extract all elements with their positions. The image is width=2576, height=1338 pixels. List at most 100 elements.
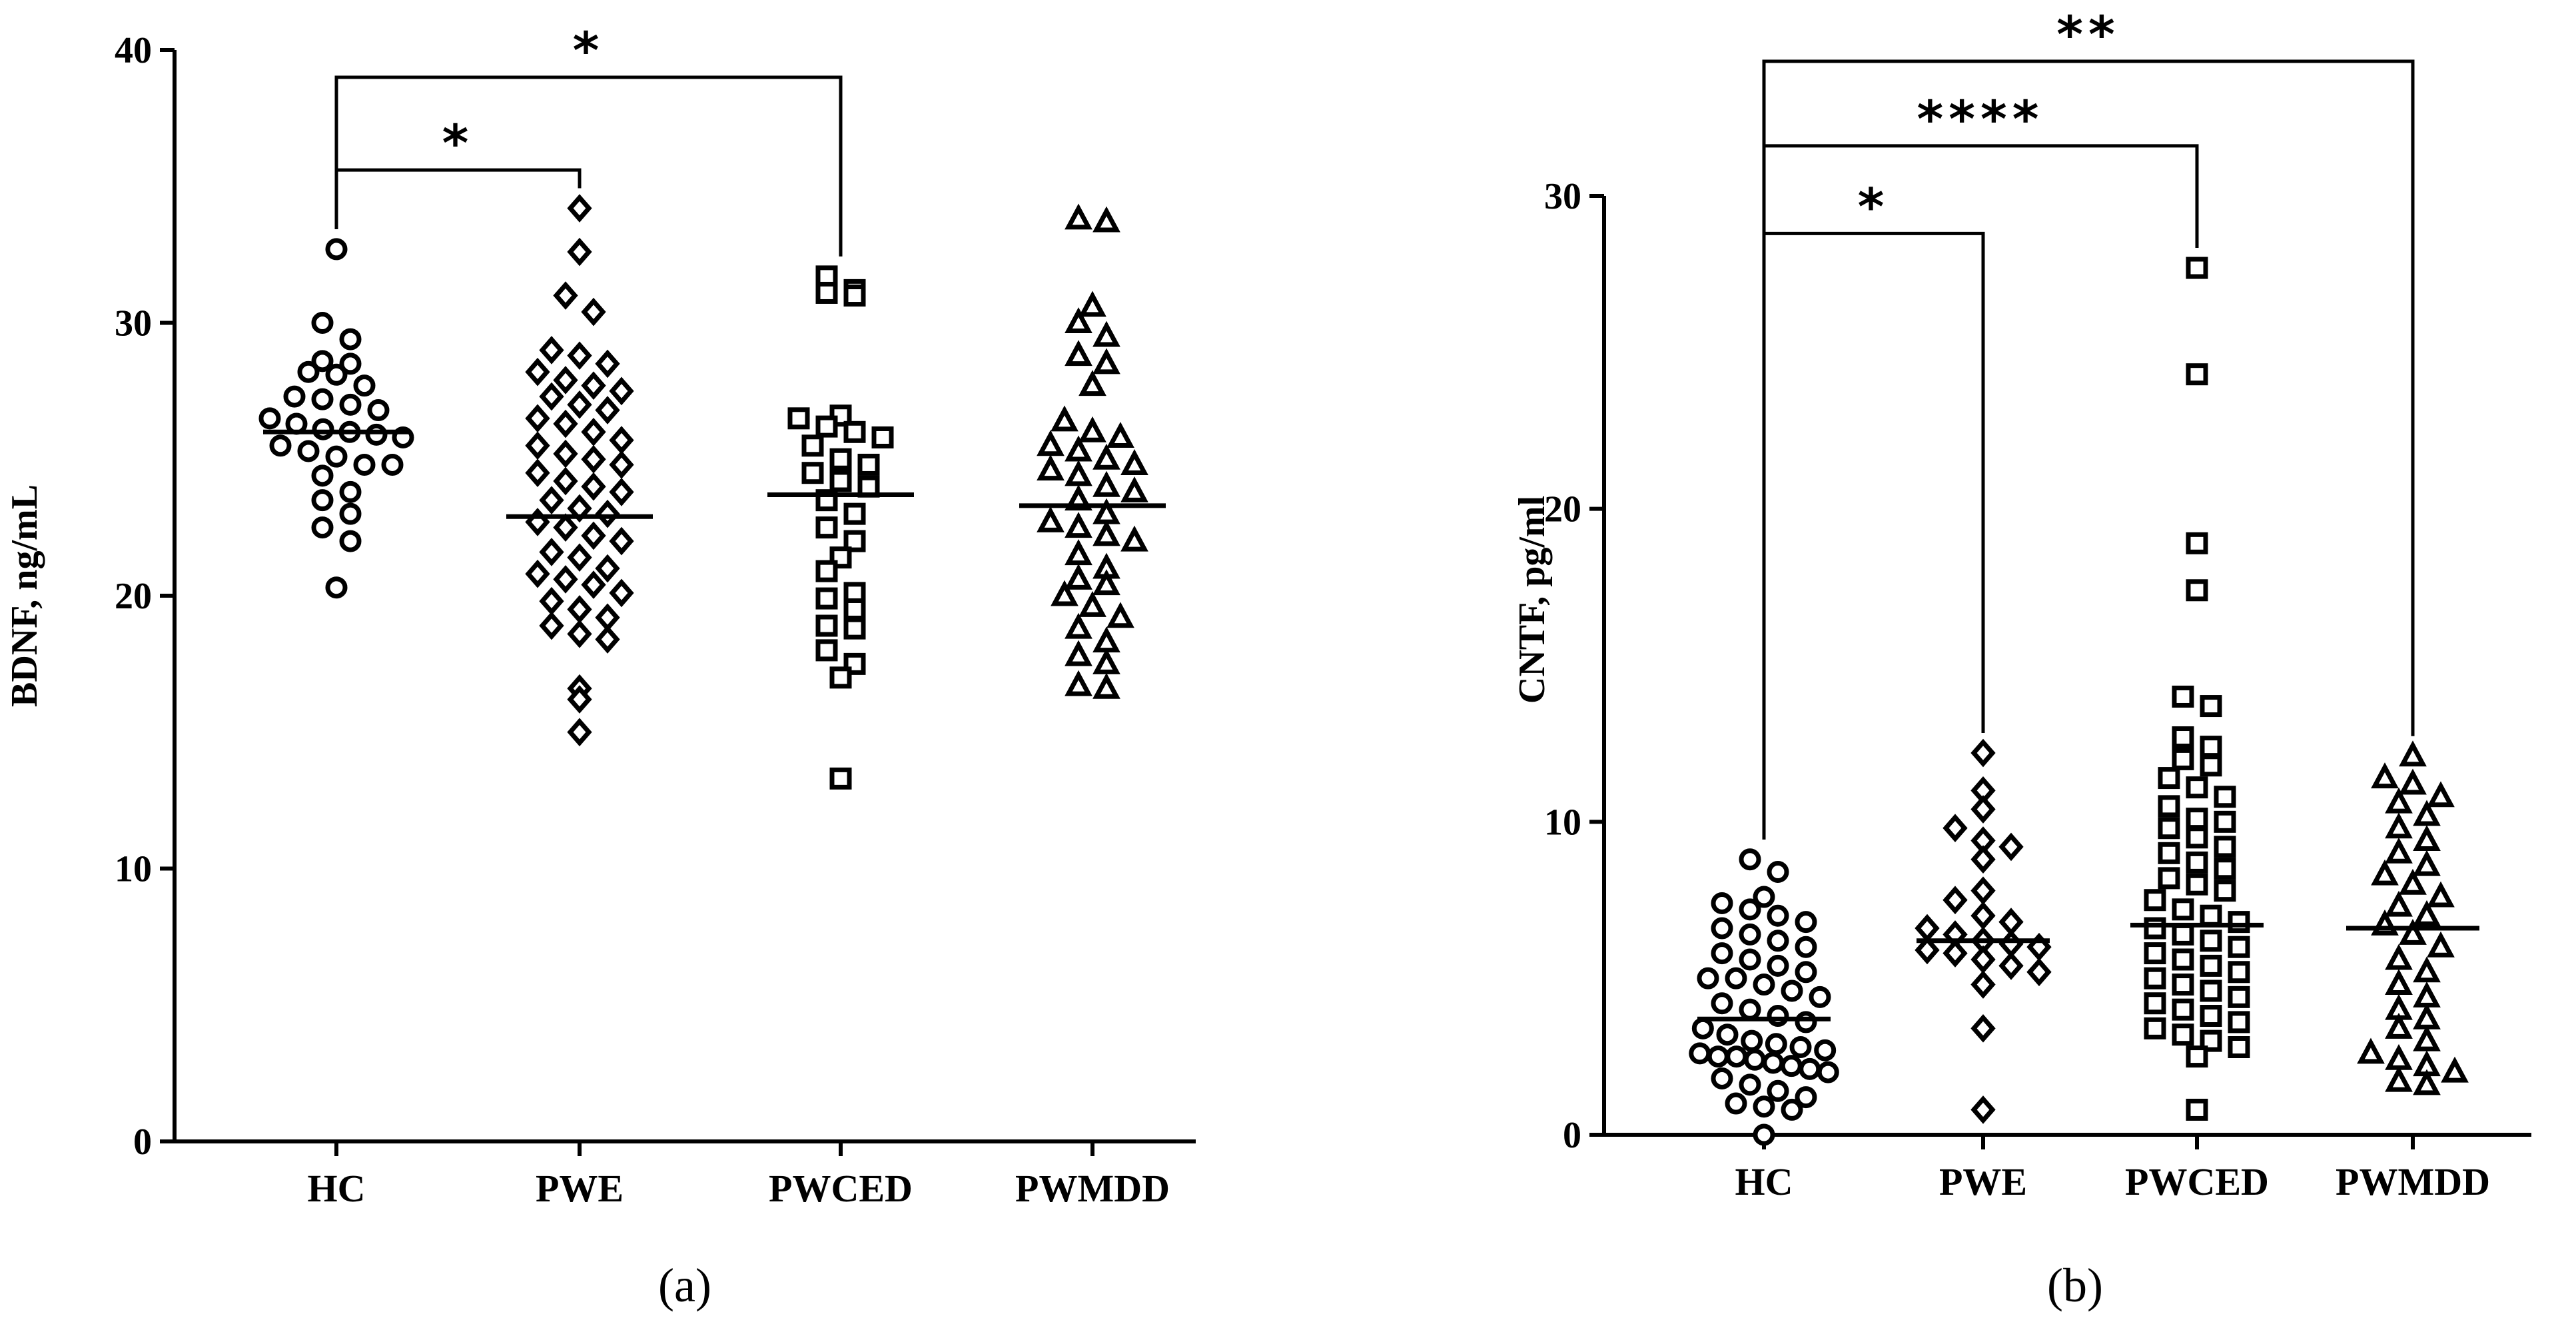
data-point-pwe (553, 466, 578, 496)
data-point-pwe (1998, 908, 2024, 936)
x-category-label: HC (308, 1167, 366, 1210)
data-point-pwmdd (2427, 781, 2455, 808)
data-point-hc (1753, 886, 1775, 908)
x-category-label: PWE (536, 1167, 624, 1210)
data-point-pwced (2186, 1098, 2208, 1121)
data-point-pwe (1998, 952, 2024, 980)
data-point-pwced (2200, 904, 2222, 927)
data-point-pwe (581, 297, 606, 327)
data-point-pwe (1998, 930, 2024, 958)
data-point-pwe (1970, 876, 1996, 905)
data-point-pwced (2200, 954, 2222, 977)
x-category-label: HC (1735, 1160, 1793, 1203)
data-point-pwced (2158, 795, 2180, 818)
data-point-pwmdd (2399, 868, 2427, 895)
data-point-hc (311, 516, 334, 539)
y-tick-label: 40 (115, 30, 152, 71)
data-point-hc (1739, 923, 1761, 946)
data-point-pwced (829, 470, 852, 492)
data-point-pwced (2200, 695, 2222, 718)
data-point-pwmdd (1078, 590, 1106, 617)
data-point-pwced (2228, 961, 2250, 984)
data-point-pwe (567, 194, 592, 223)
significance-bracket (1762, 231, 1985, 840)
data-point-pwced (857, 453, 880, 476)
data-point-hc (1795, 936, 1817, 958)
data-point-pwced (801, 434, 824, 457)
y-tick-label: 30 (1544, 176, 1581, 217)
data-point-hc (1716, 1023, 1739, 1046)
data-point-pwe (567, 543, 592, 572)
data-point-pwe (581, 444, 606, 474)
data-point-pwced (829, 448, 852, 470)
data-point-pwmdd (1078, 291, 1106, 317)
data-point-pwmdd (2399, 740, 2427, 767)
data-point-hc (1711, 892, 1733, 914)
data-point-pwe (567, 620, 592, 648)
data-point-hc (1711, 992, 1733, 1015)
data-point-hc (1767, 904, 1789, 927)
data-point-hc (1739, 848, 1761, 871)
data-point-pwe (1998, 832, 2024, 862)
data-point-hc (1739, 898, 1761, 921)
data-point-pwmdd (2399, 768, 2427, 795)
data-point-pwmdd (2413, 825, 2441, 852)
data-point-pwmdd (1065, 539, 1092, 566)
data-point-pwmdd (1092, 470, 1120, 497)
data-point-pwmdd (1092, 569, 1120, 596)
data-point-hc (1707, 1045, 1729, 1068)
data-point-hc (339, 328, 362, 350)
data-point-pwe (567, 341, 592, 370)
data-point-hc (1814, 1039, 1837, 1061)
data-point-pwe (581, 472, 606, 501)
data-point-pwced (2214, 858, 2236, 880)
data-point-pwmdd (2385, 1012, 2413, 1039)
data-point-pwmdd (2385, 787, 2413, 814)
data-point-pwmdd (2371, 762, 2399, 789)
data-point-pwmdd (1092, 520, 1120, 546)
data-point-hc (1753, 974, 1775, 996)
data-point-pwced (2144, 967, 2166, 990)
data-point-pwced (843, 598, 866, 620)
data-point-pwmdd (2371, 859, 2399, 886)
data-point-pwe (595, 396, 620, 424)
data-point-pwmdd (1078, 370, 1106, 396)
data-point-pwe (609, 526, 634, 556)
data-point-pwced (2172, 726, 2194, 749)
data-point-pwmdd (1092, 443, 1120, 470)
data-point-pwe (567, 390, 592, 419)
significance-label: * (442, 113, 474, 173)
data-point-pwmdd (2427, 931, 2455, 958)
y-axis-title: BDNF, ng/mL (4, 484, 45, 707)
data-point-pwced (2200, 980, 2222, 1002)
data-point-pwe (1942, 939, 1968, 968)
data-point-hc (353, 453, 376, 476)
y-axis-title: CNTF, pg/ml (1511, 496, 1553, 704)
data-point-pwe (1942, 814, 1968, 843)
data-point-pwmdd (1065, 612, 1092, 639)
data-point-pwe (1970, 795, 1996, 824)
data-point-pwced (2144, 1017, 2166, 1039)
data-point-pwmdd (2427, 881, 2455, 908)
data-point-pwced (815, 614, 838, 637)
data-point-hc (1691, 1017, 1714, 1039)
data-point-pwmdd (2385, 890, 2413, 917)
data-point-pwe (581, 570, 606, 599)
data-point-hc (1817, 1061, 1839, 1083)
data-point-pwced (843, 617, 866, 640)
data-point-pwe (595, 554, 620, 583)
data-point-pwced (2200, 754, 2222, 777)
data-point-pwmdd (2413, 956, 2441, 983)
data-point-pwmdd (2413, 800, 2441, 826)
data-point-hc (325, 445, 348, 468)
data-point-pwced (2144, 992, 2166, 1015)
data-point-hc (311, 312, 334, 334)
data-point-pwced (2228, 911, 2250, 934)
significance-label: **** (1917, 89, 2044, 149)
data-point-pwe (525, 404, 550, 433)
data-point-pwced (815, 415, 838, 438)
data-point-pwmdd (1078, 416, 1106, 442)
data-point-pwmdd (1065, 564, 1092, 590)
data-point-pwmdd (2413, 981, 2441, 1007)
